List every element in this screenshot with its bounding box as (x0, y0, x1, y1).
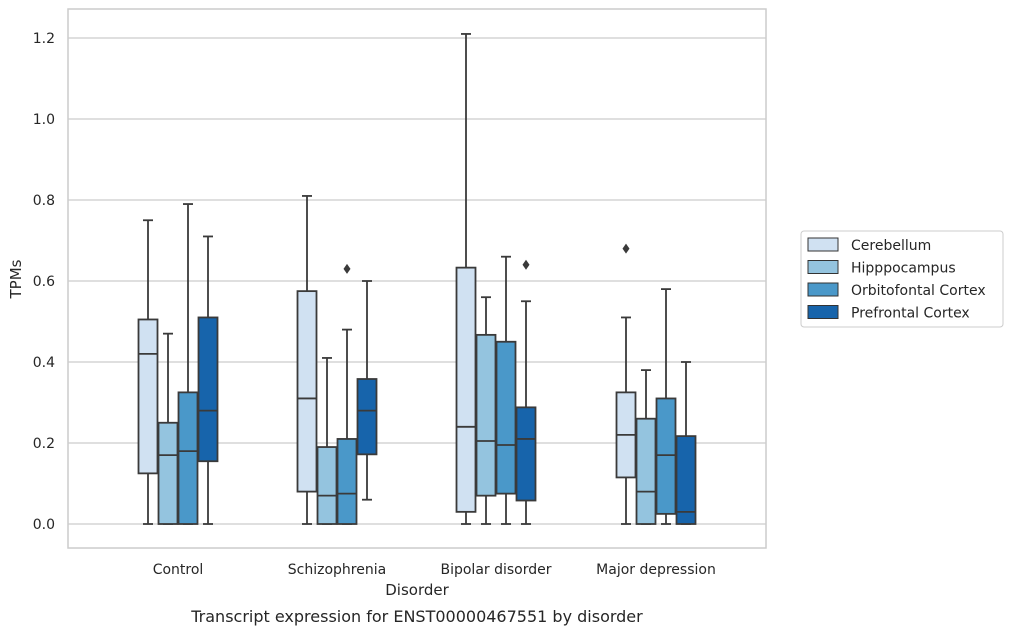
box-body (635, 417, 657, 525)
y-tick-label: 0.6 (33, 274, 55, 290)
y-tick-label: 1.0 (33, 112, 55, 128)
box-series (137, 33, 697, 525)
box-0-2 (455, 33, 477, 525)
box-body (515, 406, 537, 502)
box-3-0 (197, 235, 219, 525)
y-axis-label: TPMs (7, 259, 25, 299)
box-2-0 (177, 203, 199, 525)
outlier-marker (622, 243, 630, 254)
box-0-3 (615, 243, 637, 525)
box-body (137, 318, 159, 475)
chart-caption: Transcript expression for ENST0000046755… (190, 607, 643, 626)
legend-label: Cerebellum (851, 238, 931, 254)
legend-swatch (807, 305, 839, 319)
box-2-1 (336, 263, 358, 525)
box-body (157, 421, 179, 525)
plot-area-frame (67, 8, 767, 549)
legend-swatch (807, 282, 839, 297)
box-3-3 (675, 361, 697, 525)
x-tick-label: Bipolar disorder (440, 562, 551, 578)
box-body (356, 378, 378, 456)
legend-label: Hipppocampus (851, 261, 956, 277)
legend-item: Hipppocampus (807, 260, 956, 277)
y-tick-label: 0.2 (33, 436, 55, 452)
legend-label: Prefrontal Cortex (851, 306, 970, 322)
box-body (197, 316, 219, 463)
legend-swatch (807, 237, 839, 252)
y-tick-label: 0.8 (33, 193, 55, 209)
y-tick-label: 0.0 (33, 517, 55, 533)
box-body (316, 446, 338, 525)
legend-item: Orbitofontal Cortex (807, 282, 986, 299)
legend-frame (800, 230, 1004, 328)
x-tick-label: Schizophrenia (288, 562, 386, 578)
box-body (675, 435, 697, 525)
box-body (296, 290, 318, 493)
box-body (495, 340, 517, 495)
y-tick-label: 0.4 (33, 355, 55, 371)
box-1-1 (316, 357, 338, 525)
box-body (655, 397, 677, 515)
outlier-marker (343, 263, 351, 274)
outlier-marker (522, 259, 530, 270)
box-0-0 (137, 219, 159, 525)
x-tick-label: Major depression (596, 562, 716, 578)
box-2-2 (495, 255, 517, 525)
box-1-2 (475, 296, 497, 525)
box-2-3 (655, 288, 677, 525)
legend-items: Cerebellum Hipppocampus Orbitofontal Corte… (807, 237, 986, 322)
x-tick-labels: Control Schizophrenia Bipolar disorder Majo… (153, 562, 716, 578)
box-body (455, 266, 477, 513)
box-3-2 (515, 259, 537, 525)
y-tick-label: 1.2 (33, 31, 55, 47)
legend-item: Cerebellum (807, 237, 931, 254)
box-1-3 (635, 369, 657, 525)
x-tick-label: Control (153, 562, 204, 578)
legend-label: Orbitofontal Cortex (851, 283, 986, 299)
x-axis-label: Disorder (385, 581, 449, 599)
legend-swatch (807, 260, 839, 274)
box-1-0 (157, 332, 179, 525)
y-tick-labels: 0.0 0.2 0.4 0.6 0.8 1.0 1.2 (33, 31, 55, 533)
box-0-1 (296, 195, 318, 525)
legend-item: Prefrontal Cortex (807, 305, 970, 322)
box-body (475, 333, 497, 497)
legend: Cerebellum Hipppocampus Orbitofontal Corte… (800, 230, 1004, 328)
box-body (336, 438, 358, 525)
box-3-1 (356, 280, 378, 501)
box-body (177, 391, 199, 525)
